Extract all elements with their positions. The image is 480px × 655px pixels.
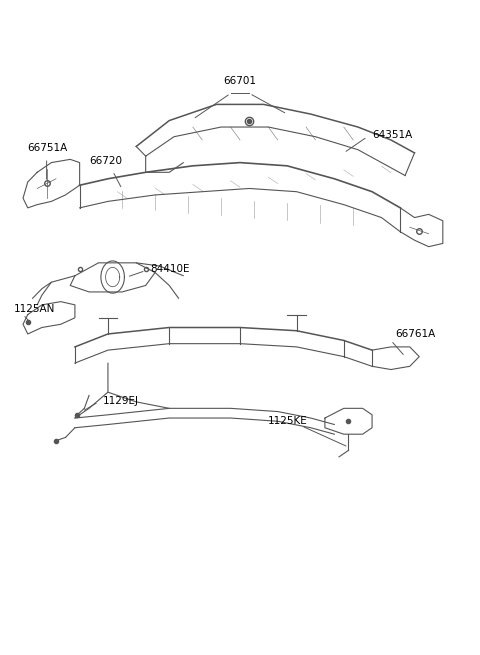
Text: 66701: 66701 [224, 76, 256, 86]
Text: 1129EJ: 1129EJ [103, 396, 139, 405]
Text: 84410E: 84410E [150, 265, 190, 274]
Text: 1125AN: 1125AN [13, 305, 55, 314]
Text: 1125KE: 1125KE [268, 417, 308, 426]
Text: 66751A: 66751A [28, 143, 68, 153]
Text: 64351A: 64351A [372, 130, 412, 140]
Text: 66720: 66720 [89, 156, 122, 166]
Text: 66761A: 66761A [396, 329, 436, 339]
